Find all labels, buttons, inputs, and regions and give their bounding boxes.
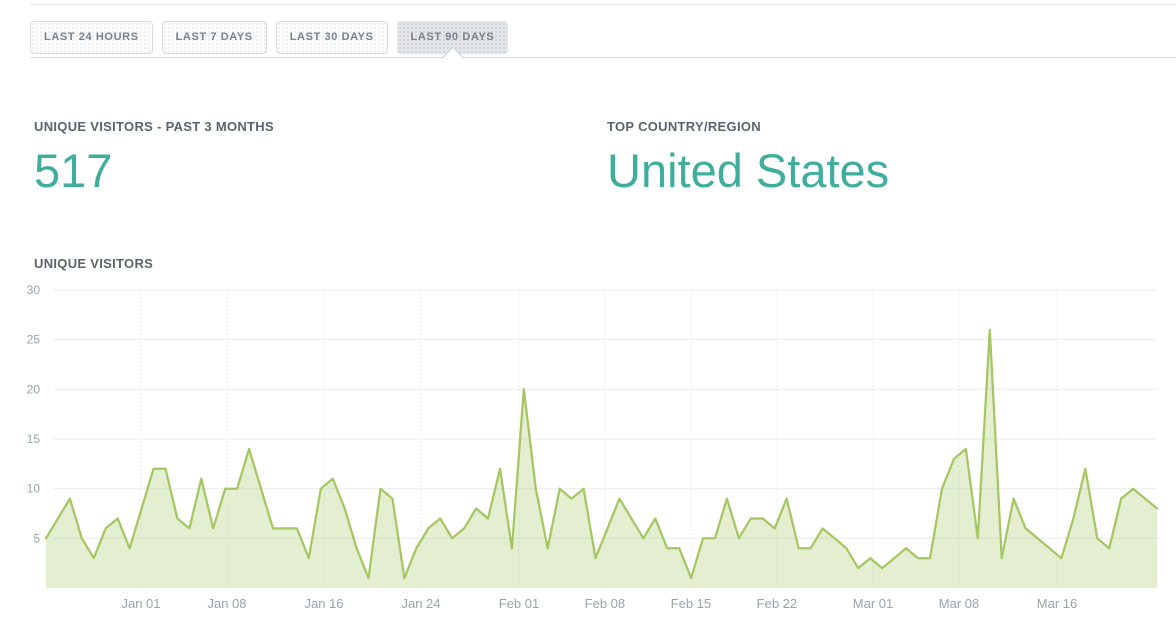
chart-title: UNIQUE VISITORS xyxy=(34,256,154,271)
tab-last-90-days[interactable]: LAST 90 DAYS xyxy=(396,21,509,54)
x-tick-label: Jan 16 xyxy=(304,596,343,611)
x-tick-label: Jan 24 xyxy=(401,596,440,611)
tab-last-7-days[interactable]: LAST 7 DAYS xyxy=(161,21,267,54)
y-tick-label: 5 xyxy=(33,531,40,545)
x-tick-label: Jan 08 xyxy=(207,596,246,611)
tab-last-30-days[interactable]: LAST 30 DAYS xyxy=(275,21,388,54)
x-tick-label: Mar 01 xyxy=(853,596,893,611)
x-tick-label: Mar 16 xyxy=(1037,596,1077,611)
series-line xyxy=(44,328,1159,580)
y-tick-label: 25 xyxy=(27,333,41,347)
x-tick-label: Feb 01 xyxy=(499,596,539,611)
unique-visitors-chart[interactable]: 5 10 15 20 25 30 Jan 01 Jan 08 Jan 16 Jan 24 Feb 0… xyxy=(0,278,1176,625)
y-tick-label: 15 xyxy=(27,432,41,446)
x-tick-label: Mar 08 xyxy=(939,596,979,611)
y-tick-label: 30 xyxy=(27,283,41,297)
time-range-tabs: LAST 24 HOURS LAST 7 DAYS LAST 30 DAYS LAST… xyxy=(30,21,509,54)
x-tick-label: Feb 15 xyxy=(671,596,711,611)
y-tick-label: 20 xyxy=(27,382,41,396)
tab-last-24-hours[interactable]: LAST 24 HOURS xyxy=(30,21,153,54)
x-tick-label: Feb 08 xyxy=(585,596,625,611)
x-grid: Jan 01 Jan 08 Jan 16 Jan 24 Feb 01 Feb 08 Feb … xyxy=(121,290,1077,611)
top-divider xyxy=(30,4,1176,5)
stat-label-top-country: TOP COUNTRY/REGION xyxy=(607,119,761,134)
area-fill xyxy=(46,329,1157,588)
tabs-divider xyxy=(30,57,1176,58)
x-tick-label: Feb 22 xyxy=(757,596,797,611)
stat-top-country: TOP COUNTRY/REGION United States xyxy=(607,120,889,194)
x-tick-label: Jan 01 xyxy=(121,596,160,611)
stat-value-top-country: United States xyxy=(607,144,890,197)
stat-label-unique-visitors: UNIQUE VISITORS - PAST 3 MONTHS xyxy=(34,119,274,134)
stat-unique-visitors-total: UNIQUE VISITORS - PAST 3 MONTHS 517 xyxy=(34,120,274,194)
stat-value-unique-visitors: 517 xyxy=(34,144,113,197)
y-tick-label: 10 xyxy=(27,482,41,496)
y-grid: 5 10 15 20 25 30 xyxy=(27,283,1157,545)
